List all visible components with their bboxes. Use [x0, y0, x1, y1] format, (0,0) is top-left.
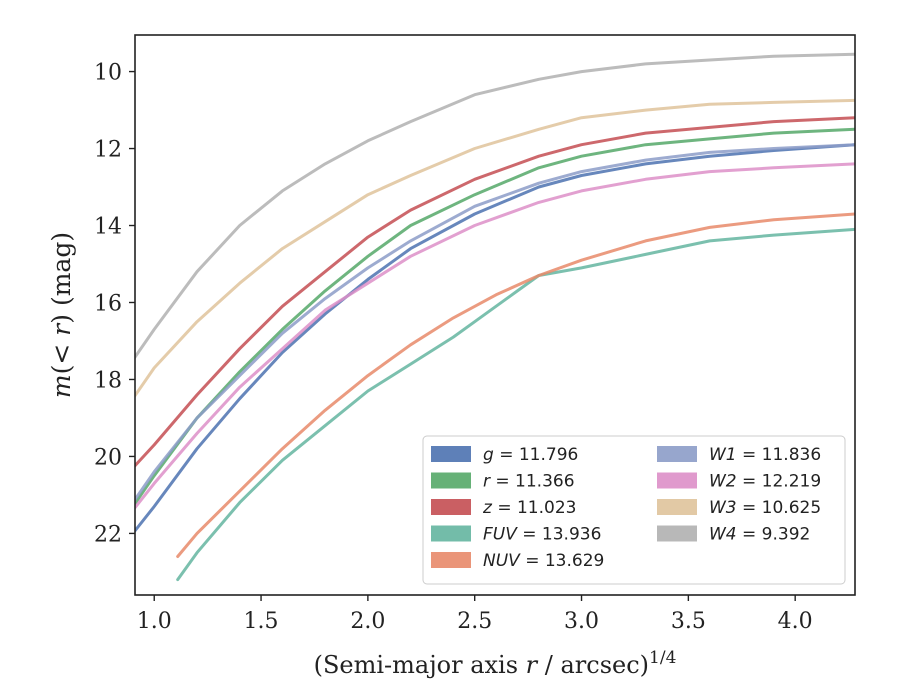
x-tick-label: 4.0 [778, 609, 813, 634]
series-line-g [135, 143, 855, 534]
series-line-z [135, 116, 855, 468]
legend-swatch-w2 [657, 472, 697, 489]
legend-label-r: r = 11.366 [483, 472, 575, 492]
legend-swatch-w3 [657, 499, 697, 515]
x-tick-label: 2.0 [350, 609, 385, 634]
x-tick-label: 3.5 [671, 609, 706, 634]
legend-swatch-nuv [431, 552, 471, 568]
legend-label-w2: W2 = 12.219 [709, 472, 821, 492]
legend-label-z: z = 11.023 [482, 498, 576, 518]
legend-label-w4: W4 = 9.392 [709, 525, 810, 545]
x-tick-label: 1.5 [244, 609, 279, 634]
legend-swatch-r [431, 472, 471, 489]
y-tick-label: 10 [94, 61, 122, 86]
y-tick-label: 20 [94, 445, 122, 470]
y-axis-label: m(< r) (mag) [47, 232, 76, 398]
legend-swatch-fuv [431, 525, 471, 542]
legend-label-g: g = 11.796 [483, 445, 578, 465]
legend-swatch-g [431, 446, 471, 462]
x-tick-label: 3.0 [564, 609, 599, 634]
legend-swatch-w1 [657, 446, 697, 462]
legend-label-w3: W3 = 10.625 [709, 498, 821, 518]
y-tick-label: 18 [94, 368, 122, 393]
y-tick-label: 14 [94, 215, 122, 240]
legend-box [422, 435, 846, 585]
legend-swatch-z [431, 499, 471, 515]
y-tick-label: 16 [94, 291, 122, 316]
series-line-w3 [135, 98, 855, 399]
x-axis-label: (Semi-major axis r / arcsec)1/4 [314, 648, 677, 679]
series-line-fuv [176, 227, 855, 582]
y-tick-label: 22 [94, 522, 122, 547]
legend-label-nuv: NUV = 13.629 [483, 551, 604, 571]
x-tick-label: 1.0 [137, 609, 172, 634]
series-line-w1 [135, 143, 855, 503]
legend-label-fuv: FUV = 13.936 [483, 525, 601, 545]
series-group [135, 52, 855, 582]
legend: g = 11.796 r = 11.366 z = 11.023 FUV = 13.9… [422, 435, 846, 585]
y-tick-label: 12 [94, 138, 122, 163]
series-line-w2 [135, 162, 855, 511]
series-line-w4 [135, 52, 855, 360]
x-tick-label: 2.5 [457, 609, 492, 634]
legend-swatch-w4 [657, 525, 697, 542]
legend-label-w1: W1 = 11.836 [709, 445, 821, 465]
series-line-nuv [176, 212, 855, 558]
plot-frame [134, 34, 856, 596]
